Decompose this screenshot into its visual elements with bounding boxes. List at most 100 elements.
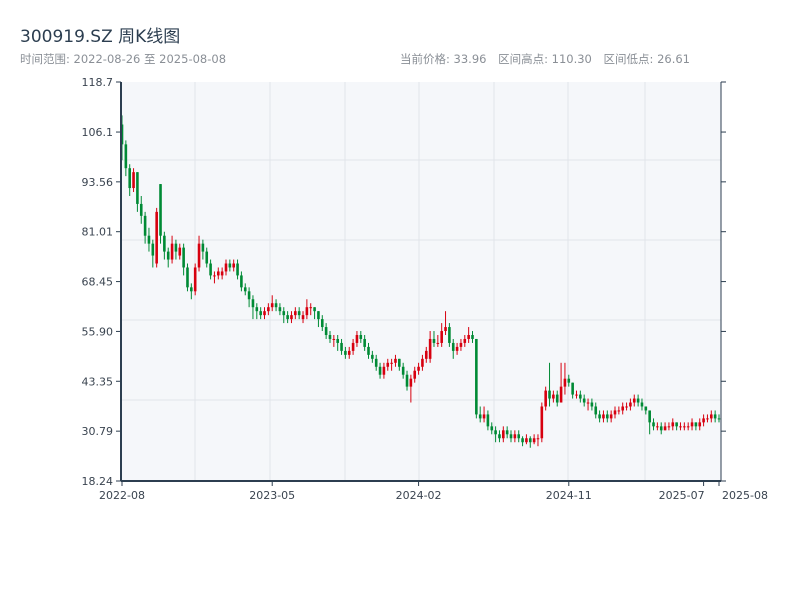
candle — [706, 414, 709, 423]
candle — [405, 370, 409, 391]
candle-body — [232, 263, 235, 268]
candle-body — [398, 358, 401, 367]
candle-body — [186, 267, 189, 288]
range-low: 区间低点: 26.61 — [603, 52, 690, 66]
candle — [374, 354, 378, 371]
candle — [320, 315, 324, 332]
candle — [209, 259, 212, 280]
candle — [459, 338, 463, 351]
candle-body — [448, 327, 451, 343]
candle-body — [259, 311, 262, 316]
candle-body — [359, 334, 363, 339]
candle-body — [471, 334, 474, 339]
x-tick-label: 2025-07 — [659, 489, 705, 502]
candle-body — [139, 203, 143, 216]
candle-body — [128, 168, 132, 189]
x-tick-label: 2024-02 — [396, 489, 442, 502]
candle-body — [193, 267, 197, 292]
candle-body — [659, 426, 663, 431]
candle — [571, 382, 574, 399]
candle — [297, 307, 301, 320]
candle-body — [282, 311, 286, 316]
candle-body — [136, 172, 139, 204]
candle — [263, 307, 266, 320]
candle-body — [390, 362, 393, 364]
candle-body — [286, 315, 289, 320]
candle-body — [632, 398, 636, 403]
candle — [652, 418, 655, 431]
candle-body — [371, 354, 374, 359]
candle-body — [386, 362, 390, 367]
candle — [417, 362, 420, 375]
candle-body — [644, 406, 648, 411]
candle-body — [220, 271, 224, 276]
candle — [717, 414, 721, 423]
y-tick-label: 55.90 — [82, 325, 114, 338]
candle-body — [251, 299, 255, 308]
candle-body — [582, 398, 586, 403]
candle — [317, 311, 320, 328]
candle — [394, 354, 397, 367]
candle — [344, 346, 347, 359]
candle-body — [394, 358, 397, 363]
candle — [509, 430, 513, 443]
candle — [216, 267, 220, 280]
candle-body — [555, 394, 559, 403]
candle-body — [440, 331, 443, 343]
candle — [690, 418, 694, 431]
candle — [274, 299, 278, 312]
candle — [363, 334, 366, 351]
candle — [494, 426, 497, 443]
candle-body — [417, 366, 420, 371]
candle-body — [216, 271, 220, 276]
candle — [586, 398, 590, 411]
candle — [552, 390, 555, 403]
candle — [378, 362, 382, 379]
candle-body — [478, 414, 482, 419]
candle — [236, 259, 239, 280]
candle-body — [355, 334, 359, 343]
candle-body — [424, 350, 428, 359]
candle-body — [521, 438, 524, 443]
candle-body — [617, 410, 621, 412]
candle-body — [513, 434, 517, 439]
candle-body — [636, 398, 640, 403]
candle-body — [351, 342, 355, 351]
candle-body — [428, 338, 432, 359]
candle — [698, 418, 702, 431]
candle-body — [124, 144, 128, 169]
candle — [251, 295, 255, 320]
candle — [124, 140, 128, 177]
candle-body — [224, 263, 228, 272]
candle — [421, 354, 424, 371]
candle — [390, 358, 393, 371]
candle-body — [205, 251, 209, 264]
candle-body — [436, 342, 440, 344]
candle — [278, 303, 282, 316]
candle-body — [344, 350, 347, 355]
candle-body — [270, 303, 274, 308]
candle — [548, 362, 551, 407]
candle — [555, 390, 559, 407]
candle — [197, 235, 201, 272]
candle-body — [405, 374, 409, 387]
candle — [136, 172, 139, 212]
price-stats: 当前价格: 33.96 区间高点: 110.30 区间低点: 26.61 — [400, 51, 698, 67]
candle-body — [706, 418, 709, 420]
candle — [602, 410, 605, 423]
candle-body — [197, 243, 201, 268]
candle — [513, 430, 517, 443]
candle-body — [690, 422, 694, 427]
candle-body — [667, 426, 671, 428]
x-tick-label: 2022-08 — [99, 489, 145, 502]
candle-body — [663, 426, 667, 431]
candle-body — [586, 402, 590, 404]
candle-body — [382, 366, 386, 375]
candle-body — [444, 327, 447, 332]
candle — [594, 402, 598, 419]
candle — [201, 239, 205, 260]
chart-title: 300919.SZ 周K线图 — [20, 27, 181, 47]
candle — [170, 235, 174, 264]
candle-body — [671, 422, 675, 427]
candle — [259, 307, 262, 320]
